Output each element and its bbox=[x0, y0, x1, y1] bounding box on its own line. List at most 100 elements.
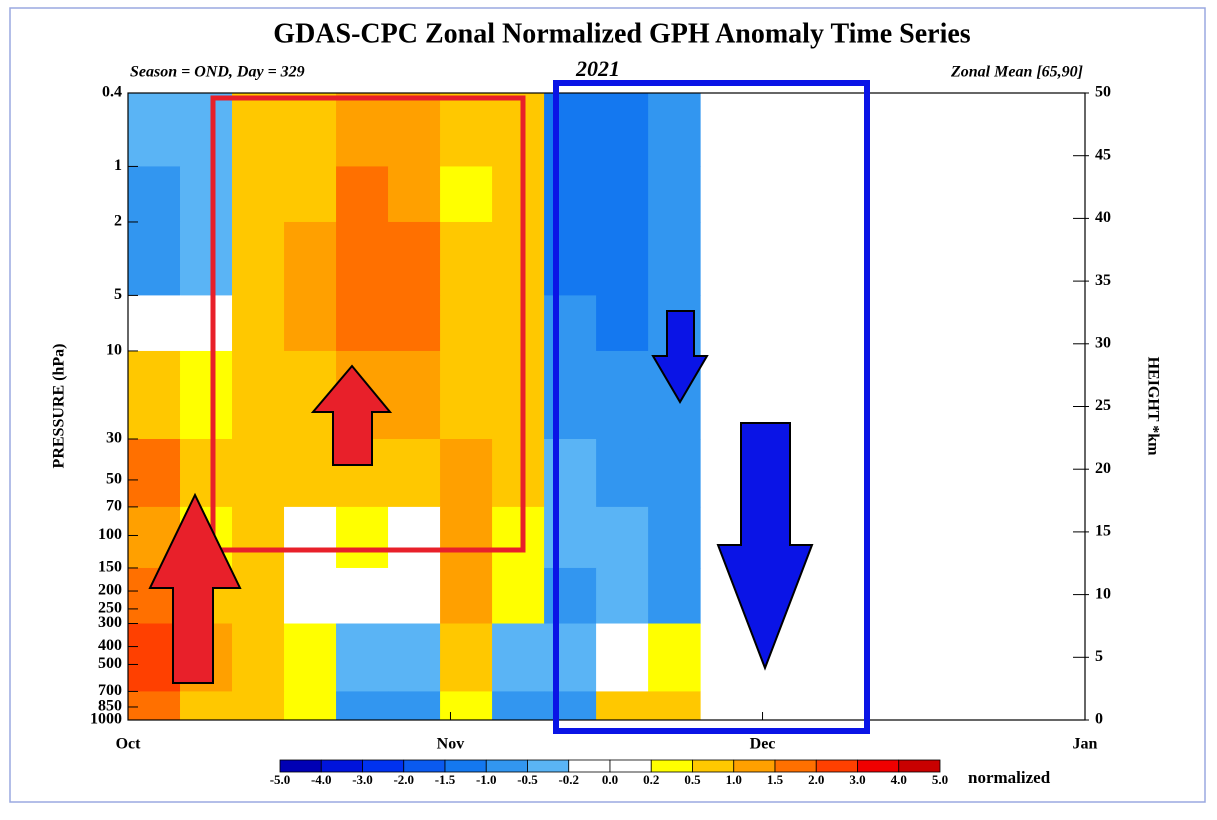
field-cell bbox=[388, 438, 441, 508]
colorbar-tick-label: 0.5 bbox=[684, 772, 701, 787]
field-cell bbox=[544, 567, 597, 625]
field-cell bbox=[128, 691, 181, 721]
field-cell bbox=[648, 166, 701, 223]
field-cell bbox=[544, 506, 597, 569]
field-cell bbox=[492, 221, 545, 296]
field-cell bbox=[128, 93, 181, 167]
field-cell bbox=[596, 438, 649, 508]
colorbar-swatch bbox=[650, 759, 693, 773]
field-cell bbox=[440, 506, 493, 569]
y-tick-label: 10 bbox=[106, 342, 122, 359]
y2-tick-label: 0 bbox=[1095, 711, 1103, 728]
field-cell bbox=[388, 93, 441, 167]
y-tick-label: 1000 bbox=[90, 711, 122, 728]
colorbar-swatch bbox=[857, 759, 900, 773]
field-cell bbox=[128, 166, 181, 223]
field-cell bbox=[648, 691, 701, 721]
field-cell bbox=[128, 623, 181, 692]
field-cell bbox=[596, 567, 649, 625]
y-tick-label: 50 bbox=[106, 471, 122, 488]
field-cell bbox=[180, 221, 233, 296]
field-cell bbox=[180, 691, 233, 721]
field-cell bbox=[180, 438, 233, 508]
field-cell bbox=[232, 506, 285, 569]
colorbar-swatch bbox=[485, 759, 528, 773]
field-cell bbox=[492, 691, 545, 721]
up-arrow bbox=[310, 364, 393, 466]
field-cell bbox=[232, 691, 285, 721]
field-cell bbox=[336, 93, 389, 167]
colorbar-swatch bbox=[815, 759, 858, 773]
colorbar-tick-label: 1.0 bbox=[726, 772, 742, 787]
y2-tick-label: 5 bbox=[1095, 648, 1103, 665]
field-cell bbox=[648, 567, 701, 625]
field-cell bbox=[336, 623, 389, 692]
highlight-box bbox=[210, 95, 526, 553]
field-cell bbox=[284, 438, 337, 508]
field-cell bbox=[336, 506, 389, 569]
field-cell bbox=[284, 623, 337, 692]
field-cell bbox=[492, 93, 545, 167]
colorbar-tick-label: -5.0 bbox=[270, 772, 291, 787]
y2-tick-label: 25 bbox=[1095, 397, 1111, 414]
colorbar-swatch bbox=[774, 759, 817, 773]
field-cell bbox=[232, 350, 285, 440]
y2-tick-label: 50 bbox=[1095, 84, 1111, 101]
field-cell bbox=[336, 691, 389, 721]
field-cell bbox=[180, 350, 233, 440]
y2-tick-label: 35 bbox=[1095, 272, 1111, 289]
down-arrow bbox=[651, 310, 709, 404]
field-cell bbox=[128, 350, 181, 440]
field-cell bbox=[232, 295, 285, 352]
field-cell bbox=[440, 221, 493, 296]
field-cell bbox=[544, 295, 597, 352]
up-arrow bbox=[148, 492, 242, 684]
field-cell bbox=[388, 567, 441, 625]
y-tick-label: 150 bbox=[98, 559, 122, 576]
colorbar-swatch bbox=[320, 759, 363, 773]
field-cell bbox=[544, 623, 597, 692]
x-tick-label: Dec bbox=[750, 736, 776, 753]
y-tick-label: 850 bbox=[98, 698, 122, 715]
colorbar-tick-label: -3.0 bbox=[352, 772, 373, 787]
field-cell bbox=[648, 438, 701, 508]
field-cell bbox=[336, 295, 389, 352]
y-tick-label: 1 bbox=[114, 157, 122, 174]
colorbar-swatch bbox=[733, 759, 776, 773]
colorbar-swatch bbox=[403, 759, 446, 773]
colorbar-swatch bbox=[444, 759, 487, 773]
y2-tick-label: 15 bbox=[1095, 523, 1111, 540]
y2-tick-label: 10 bbox=[1095, 585, 1111, 602]
field-cell bbox=[232, 438, 285, 508]
field-cell bbox=[440, 166, 493, 223]
colorbar-swatch bbox=[568, 759, 611, 773]
y-tick-label: 200 bbox=[98, 582, 122, 599]
colorbar-swatch bbox=[609, 759, 652, 773]
field-cell bbox=[388, 691, 441, 721]
field-cell bbox=[440, 567, 493, 625]
subtitle-right: Zonal Mean [65,90] bbox=[950, 64, 1083, 81]
y2-tick-label: 45 bbox=[1095, 146, 1111, 163]
field-layer bbox=[128, 93, 701, 721]
field-cell bbox=[336, 567, 389, 625]
field-cell bbox=[544, 691, 597, 721]
field-cell bbox=[232, 221, 285, 296]
colorbar-swatch bbox=[692, 759, 735, 773]
field-cell bbox=[544, 221, 597, 296]
colorbar-tick-label: 0.2 bbox=[643, 772, 659, 787]
y-tick-label: 30 bbox=[106, 430, 122, 447]
field-cell bbox=[284, 295, 337, 352]
colorbar-tick-label: 1.5 bbox=[767, 772, 784, 787]
field-cell bbox=[388, 166, 441, 223]
colorbar-tick-label: 2.0 bbox=[808, 772, 824, 787]
colorbar-tick-label: -1.0 bbox=[476, 772, 497, 787]
colorbar-tick-label: 4.0 bbox=[891, 772, 907, 787]
field-cell bbox=[596, 350, 649, 440]
field-cell bbox=[492, 623, 545, 692]
chart-title: GDAS-CPC Zonal Normalized GPH Anomaly Ti… bbox=[273, 18, 970, 49]
y-tick-label: 250 bbox=[98, 600, 122, 617]
y-tick-label: 300 bbox=[98, 614, 122, 631]
field-cell bbox=[596, 691, 649, 721]
